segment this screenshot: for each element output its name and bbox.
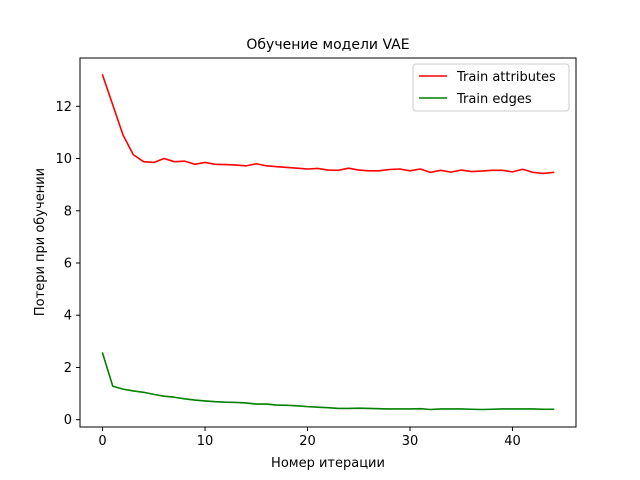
- legend-label-0: Train attributes: [456, 70, 556, 85]
- series-line-1: [101, 352, 555, 411]
- chart-title: Обучение модели VAE: [246, 37, 409, 53]
- y-axis-label: Потери при обучении: [33, 168, 48, 316]
- legend-frame: [412, 63, 570, 112]
- x-tick-label-0: 0: [98, 434, 106, 449]
- y-tick-label-6: 12: [55, 100, 72, 115]
- y-axis-ticks: 0 2 4 6 8 10 12: [55, 100, 80, 428]
- x-axis-ticks: 0 10 20 30 40: [98, 427, 521, 449]
- series-line-0: [101, 73, 555, 175]
- y-tick-label-1: 2: [64, 361, 72, 376]
- x-tick-label-3: 30: [402, 434, 419, 449]
- legend-label-1: Train edges: [456, 92, 532, 107]
- x-tick-label-1: 10: [197, 434, 214, 449]
- series-layer: [101, 73, 555, 411]
- x-tick-label-4: 40: [504, 434, 521, 449]
- plot-area: [79, 57, 577, 428]
- y-tick-label-0: 0: [64, 413, 72, 428]
- plot-frame: [79, 57, 577, 428]
- y-tick-label-3: 6: [64, 257, 72, 272]
- x-axis-label: Номер итерации: [271, 456, 385, 471]
- x-tick-label-2: 20: [299, 434, 316, 449]
- y-tick-label-5: 10: [55, 152, 72, 167]
- legend: Train attributes Train edges: [412, 63, 570, 112]
- y-tick-label-2: 4: [64, 309, 72, 324]
- y-tick-label-4: 8: [64, 204, 72, 219]
